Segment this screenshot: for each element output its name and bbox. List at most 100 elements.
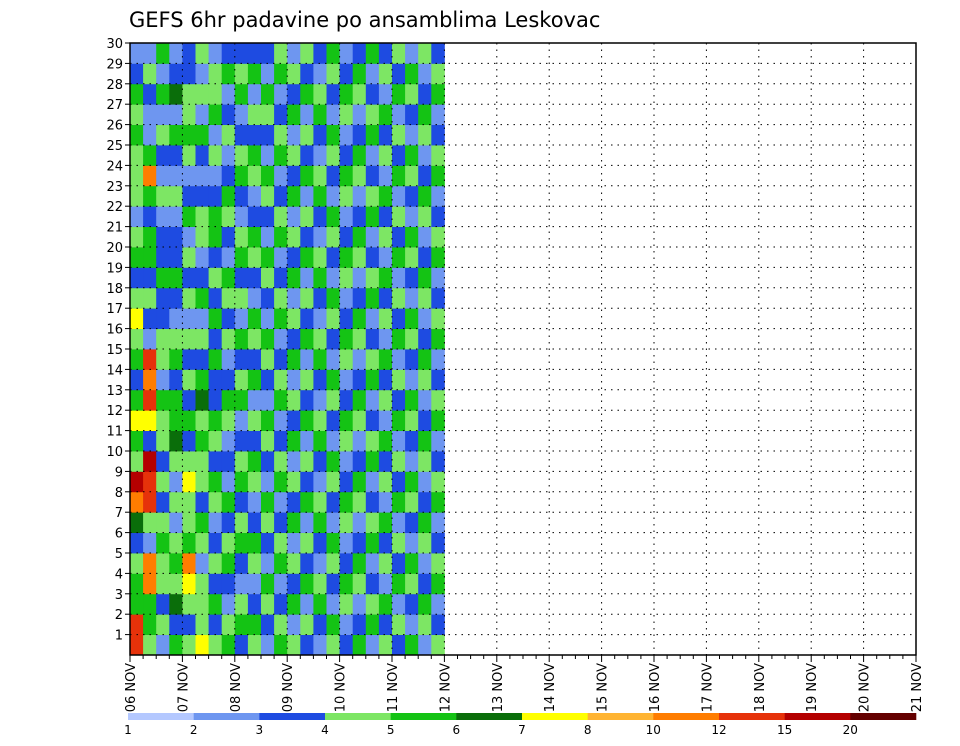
heatmap-cell [392,532,406,554]
heatmap-cell [418,206,432,227]
legend-label: 1 [124,723,132,737]
heatmap-cell [247,593,262,615]
heatmap-cell [431,43,445,64]
heatmap-cell [130,491,144,513]
heatmap-cell [339,226,354,248]
y-tick-label: 5 [115,547,123,562]
heatmap-cell [418,63,432,85]
heatmap-cell [274,328,288,350]
heatmap-cell [418,328,432,350]
heatmap-cell [143,593,157,615]
heatmap-cell [431,614,445,635]
heatmap-cell [339,471,354,493]
heatmap-cell [339,430,354,452]
heatmap-cell [261,369,275,391]
heatmap-cell [378,634,393,656]
heatmap-cell [300,267,314,289]
heatmap-cell [274,185,288,207]
heatmap-cell [156,410,170,431]
heatmap-cell [247,165,262,187]
heatmap-cell [208,349,223,370]
heatmap-cell [143,83,157,105]
heatmap-cell [195,389,209,411]
heatmap-cell [169,593,183,615]
heatmap-cell [378,165,393,187]
heatmap-cell [352,43,367,64]
heatmap-cell [405,185,419,207]
heatmap-cell [418,573,432,595]
heatmap-cell [195,43,209,64]
heatmap-cell [234,206,249,227]
heatmap-cell [247,553,262,574]
heatmap-cell [143,247,157,268]
heatmap-cell [247,43,262,64]
legend-swatch [259,713,326,720]
heatmap-cell [169,226,183,248]
heatmap-cell [234,491,249,513]
heatmap-cell [365,124,380,146]
heatmap-cell [221,369,236,391]
heatmap-cell [378,451,393,472]
heatmap-cell [405,634,419,656]
heatmap-cell [221,185,236,207]
heatmap-cell [195,63,209,85]
heatmap-cell [234,593,249,615]
heatmap-cell [313,267,327,289]
heatmap-cell [405,553,419,574]
heatmap-cell [365,104,380,125]
heatmap-cell [169,145,183,166]
heatmap-cell [169,165,183,187]
legend-label: 10 [646,723,661,737]
heatmap-cell [300,328,314,350]
heatmap-cell [352,247,367,268]
heatmap-cell [143,165,157,187]
heatmap-cell [247,267,262,289]
heatmap-cell [221,104,236,125]
y-tick-label: 15 [106,343,123,358]
heatmap-cell [313,145,327,166]
x-tick-label: 20 NOV [858,663,873,712]
heatmap-cell [274,43,288,64]
heatmap-cell [326,389,340,411]
heatmap-cell [182,512,196,533]
heatmap-cell [208,532,223,554]
heatmap-cell [326,165,340,187]
y-tick-label: 7 [115,506,123,521]
heatmap-cell [405,247,419,268]
heatmap-cell [195,614,209,635]
legend-swatch [390,713,457,720]
heatmap-cell [195,328,209,350]
heatmap-cell [287,532,301,554]
heatmap-cell [221,512,236,533]
heatmap-cell [169,63,183,85]
heatmap-cell [130,593,144,615]
heatmap-cell [169,104,183,125]
heatmap-cell [156,83,170,105]
heatmap-cell [287,206,301,227]
y-tick-label: 24 [106,159,123,174]
heatmap-cell [143,349,157,370]
heatmap-cell [326,451,340,472]
heatmap-cell [378,226,393,248]
heatmap-cell [143,287,157,309]
heatmap-cell [261,287,275,309]
heatmap-cell [156,287,170,309]
heatmap-cell [208,124,223,146]
heatmap-cell [392,573,406,595]
y-tick-label: 26 [106,119,123,134]
heatmap-cell [208,634,223,656]
heatmap-cell [130,389,144,411]
heatmap-cell [221,491,236,513]
heatmap-cell [300,512,314,533]
heatmap-cell [339,512,354,533]
x-tick-label: 07 NOV [176,663,191,712]
heatmap-cell [300,43,314,64]
heatmap-cell [431,491,445,513]
heatmap-cell [169,308,183,329]
y-tick-label: 21 [106,221,123,236]
heatmap-cell [300,451,314,472]
heatmap-cell [274,165,288,187]
legend-swatch [784,713,851,720]
heatmap-cell [156,165,170,187]
heatmap-cell [274,491,288,513]
